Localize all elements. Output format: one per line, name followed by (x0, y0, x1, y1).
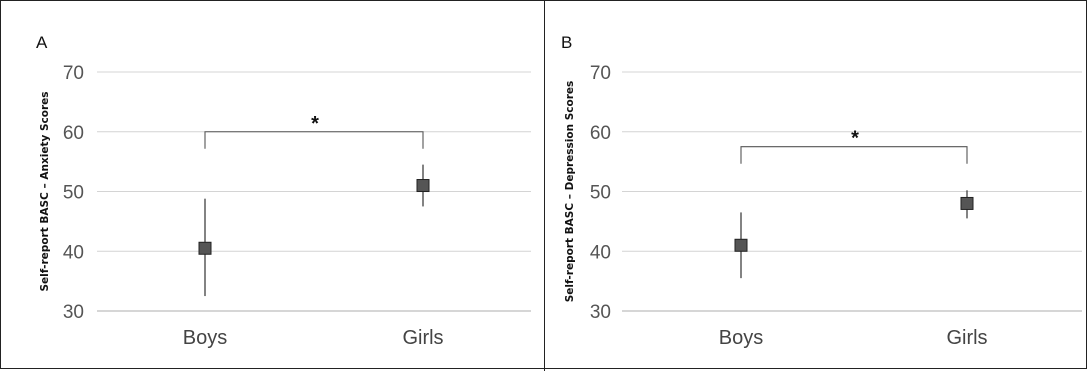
y-axis-label: Self-report BASC – Depression Scores (564, 81, 576, 303)
y-tick-label: 40 (590, 242, 611, 263)
data-point-marker (960, 196, 974, 210)
x-category-label: Boys (183, 327, 227, 349)
y-tick-label: 60 (590, 123, 611, 144)
y-tick-label: 50 (590, 183, 611, 204)
panel-letter: B (561, 33, 572, 52)
significance-bracket (204, 131, 424, 149)
x-category-label: Boys (719, 327, 763, 349)
data-point-marker (198, 241, 212, 255)
significance-star: * (311, 113, 319, 135)
y-tick-label: 40 (63, 242, 84, 263)
y-tick-label: 70 (590, 63, 611, 84)
chart-panel-a: A Self-report BASC – Anxiety Scores 30 40 50… (36, 33, 531, 349)
y-tick-label: 30 (63, 302, 84, 323)
significance-star: * (851, 128, 859, 150)
y-tick-label: 50 (63, 183, 84, 204)
panel-letter: A (36, 33, 48, 52)
y-tick-label: 30 (590, 302, 611, 323)
y-tick-label: 60 (63, 123, 84, 144)
x-category-label: Girls (402, 327, 443, 349)
x-category-label: Girls (946, 327, 987, 349)
data-point-marker (416, 179, 430, 193)
data-point-marker (734, 238, 748, 252)
chart-panel-b: B Self-report BASC – Depression Scores 30 4… (561, 33, 1082, 349)
y-tick-label: 70 (63, 63, 84, 84)
y-axis-label: Self-report BASC – Anxiety Scores (39, 91, 51, 291)
panel-divider (544, 0, 545, 371)
significance-bracket (740, 146, 968, 164)
